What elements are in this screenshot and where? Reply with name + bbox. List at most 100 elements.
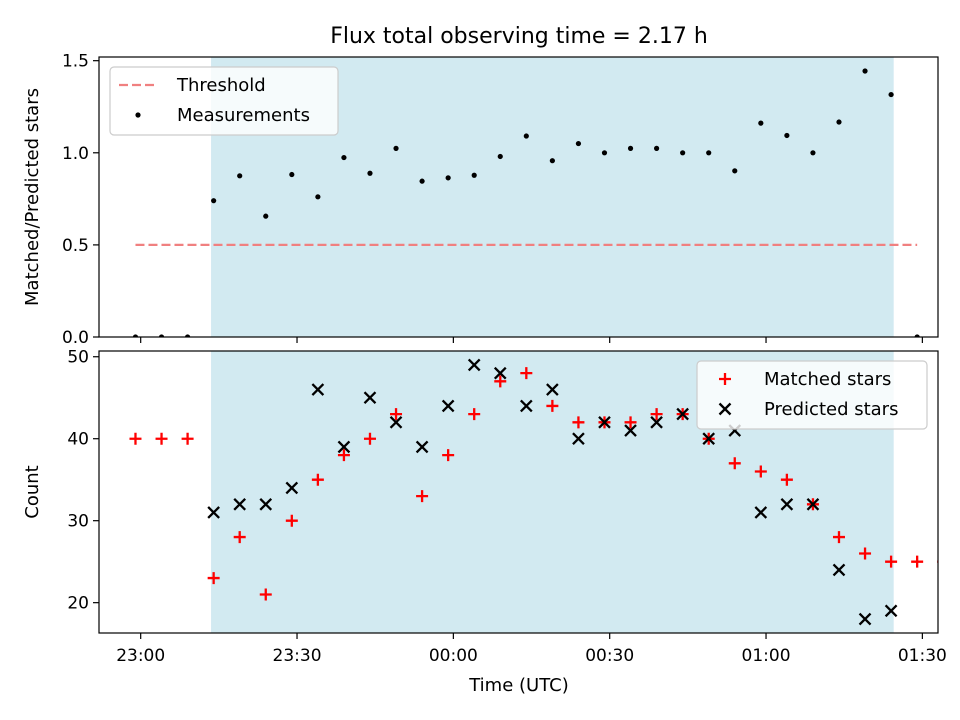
predicted-star-point [702, 432, 716, 446]
measurement-point [445, 175, 451, 181]
matched-star-point [546, 399, 559, 412]
y-tick-label: 50 [67, 348, 89, 368]
matched-star-point [624, 416, 637, 429]
y-axis-label: Matched/Predicted stars [22, 88, 43, 306]
x-axis-label: Time (UTC) [468, 675, 569, 696]
matched-star-point [780, 473, 793, 486]
plot-area [132, 68, 946, 339]
predicted-star-point [676, 407, 689, 421]
predicted-star-point [624, 424, 637, 437]
predicted-star-point [520, 399, 533, 413]
y-tick-label: 20 [67, 594, 89, 614]
legend-label: Matched stars [764, 369, 891, 390]
measurement-point [341, 154, 347, 161]
legend-predicted-swatch [718, 402, 732, 416]
measurement-point [523, 133, 529, 139]
predicted-star-point [806, 497, 820, 511]
matched-star-point [911, 555, 924, 568]
matched-star-point [285, 514, 298, 527]
measurement-point [862, 68, 868, 74]
matched-star-point [181, 432, 194, 445]
top-panel: 0.0 0.5 1.0 1.5 Matched/Predicted stars Thres… [22, 52, 946, 348]
matched-star-point [311, 473, 324, 486]
predicted-star-point [389, 416, 403, 429]
predicted-star-point [754, 506, 768, 519]
y-tick-label: 1.5 [62, 52, 89, 72]
predicted-star-point [415, 440, 429, 454]
matched-star-point [363, 432, 376, 445]
measurement-point [575, 140, 582, 147]
matched-star-point [520, 367, 533, 380]
measurement-point [132, 334, 139, 337]
measurement-point [419, 178, 425, 184]
predicted-star-point [780, 497, 794, 511]
matched-star-point [207, 572, 220, 585]
x-tick-label: 00:30 [585, 646, 634, 666]
predicted-star-point [572, 432, 585, 446]
measurement-point [888, 91, 894, 98]
x-tick-label: 01:30 [898, 646, 947, 666]
predicted-star-point [285, 481, 299, 495]
matched-star-point [859, 547, 872, 560]
measurement-point [393, 145, 399, 151]
predicted-star-point [858, 612, 872, 626]
legend-measurement-swatch [135, 112, 141, 118]
matched-star-point [572, 416, 585, 429]
x-tick-label: 23:00 [116, 646, 165, 666]
x-tick-label: 23:30 [273, 646, 322, 666]
predicted-star-point [337, 440, 351, 454]
measurement-point [941, 334, 946, 339]
y-tick-label: 0.0 [62, 328, 89, 348]
predicted-star-point [598, 416, 611, 429]
matched-star-point [885, 555, 898, 568]
matched-star-point [416, 490, 429, 503]
measurement-point [471, 172, 477, 178]
predicted-star-point [493, 366, 507, 380]
predicted-star-point [311, 383, 325, 396]
measurement-point [653, 145, 660, 151]
matched-star-point [442, 449, 455, 462]
measurement-point [549, 158, 555, 164]
measurement-point [497, 153, 503, 160]
measurement-point [263, 213, 269, 219]
measurement-point [315, 194, 321, 200]
matched-star-point [754, 465, 767, 478]
matched-star-point [494, 375, 507, 388]
axes-frame [98, 56, 939, 338]
measurement-point [680, 150, 686, 156]
y-tick-label: 0.5 [62, 236, 89, 256]
measurement-point [237, 173, 243, 179]
matched-star-point [937, 560, 938, 563]
matched-star-point [468, 408, 481, 421]
matched-star-point [337, 449, 350, 462]
matched-star-point [233, 531, 246, 544]
measurement-point [289, 171, 295, 178]
matched-star-point [832, 531, 845, 544]
matched-star-point [728, 457, 741, 470]
chart-title: Flux total observing time = 2.17 h [330, 24, 708, 49]
measurement-point [758, 120, 764, 126]
legend: Matched stars Predicted stars [696, 360, 928, 430]
measurement-point [367, 170, 373, 176]
matched-star-point [650, 408, 663, 421]
predicted-star-point [832, 563, 846, 577]
measurement-point [732, 168, 738, 174]
measurement-point [914, 334, 920, 337]
predicted-star-point [441, 399, 455, 413]
measurement-point [211, 198, 217, 204]
predicted-star-point [259, 497, 273, 511]
predicted-star-point [363, 391, 377, 405]
measurement-point [784, 132, 790, 139]
legend-matched-swatch [719, 373, 731, 385]
predicted-star-point [233, 497, 247, 511]
measurement-point [627, 145, 634, 151]
x-tick-label: 01:00 [742, 646, 791, 666]
legend-label: Predicted stars [764, 399, 898, 420]
y-tick-label: 1.0 [62, 144, 89, 164]
predicted-star-point [207, 506, 220, 519]
bottom-panel: 20 30 40 50 23:00 23:30 00:00 00:30 01:00 01:30 Co… [22, 348, 947, 666]
y-tick-label: 30 [67, 512, 89, 532]
y-tick-label: 40 [67, 430, 89, 450]
axes-frame [98, 350, 939, 634]
